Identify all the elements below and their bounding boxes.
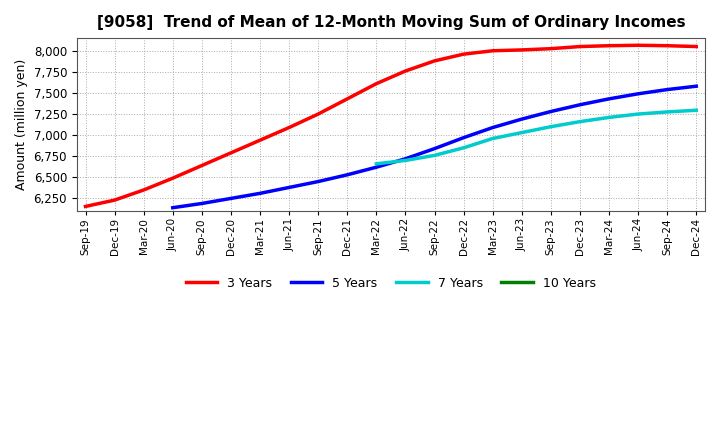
5 Years [227, 196, 235, 201]
5 Years [546, 109, 555, 114]
3 Years [372, 81, 381, 86]
7 Years [518, 130, 526, 135]
7 Years [488, 136, 497, 141]
5 Years [488, 125, 497, 130]
5 Years [430, 146, 438, 151]
3 Years [575, 44, 584, 49]
7 Years [430, 153, 438, 158]
5 Years [372, 165, 381, 170]
3 Years [81, 204, 90, 209]
3 Years [692, 44, 701, 49]
5 Years [314, 179, 323, 184]
3 Years [401, 68, 410, 73]
5 Years [197, 201, 206, 206]
3 Years [110, 198, 119, 203]
3 Years [634, 43, 642, 48]
3 Years [314, 111, 323, 117]
3 Years [459, 51, 468, 57]
Line: 3 Years: 3 Years [86, 45, 696, 206]
Legend: 3 Years, 5 Years, 7 Years, 10 Years: 3 Years, 5 Years, 7 Years, 10 Years [181, 272, 600, 295]
3 Years [256, 138, 264, 143]
7 Years [546, 124, 555, 129]
5 Years [168, 205, 177, 210]
5 Years [401, 156, 410, 161]
3 Years [430, 58, 438, 63]
3 Years [168, 176, 177, 181]
5 Years [256, 191, 264, 196]
3 Years [227, 150, 235, 155]
5 Years [575, 102, 584, 107]
3 Years [343, 96, 351, 102]
3 Years [546, 46, 555, 51]
5 Years [605, 96, 613, 102]
3 Years [285, 125, 294, 130]
7 Years [605, 115, 613, 120]
3 Years [140, 187, 148, 193]
7 Years [575, 119, 584, 124]
7 Years [692, 108, 701, 113]
7 Years [634, 111, 642, 117]
5 Years [459, 135, 468, 140]
5 Years [343, 172, 351, 177]
5 Years [663, 87, 672, 92]
Line: 5 Years: 5 Years [173, 86, 696, 208]
3 Years [663, 43, 672, 48]
3 Years [605, 43, 613, 48]
Line: 7 Years: 7 Years [377, 110, 696, 164]
7 Years [372, 161, 381, 166]
5 Years [285, 185, 294, 190]
7 Years [459, 145, 468, 150]
5 Years [634, 91, 642, 96]
5 Years [518, 117, 526, 122]
5 Years [692, 84, 701, 89]
7 Years [663, 109, 672, 114]
3 Years [197, 163, 206, 168]
Title: [9058]  Trend of Mean of 12-Month Moving Sum of Ordinary Incomes: [9058] Trend of Mean of 12-Month Moving … [96, 15, 685, 30]
7 Years [401, 158, 410, 163]
3 Years [488, 48, 497, 53]
Y-axis label: Amount (million yen): Amount (million yen) [15, 59, 28, 190]
3 Years [518, 47, 526, 52]
